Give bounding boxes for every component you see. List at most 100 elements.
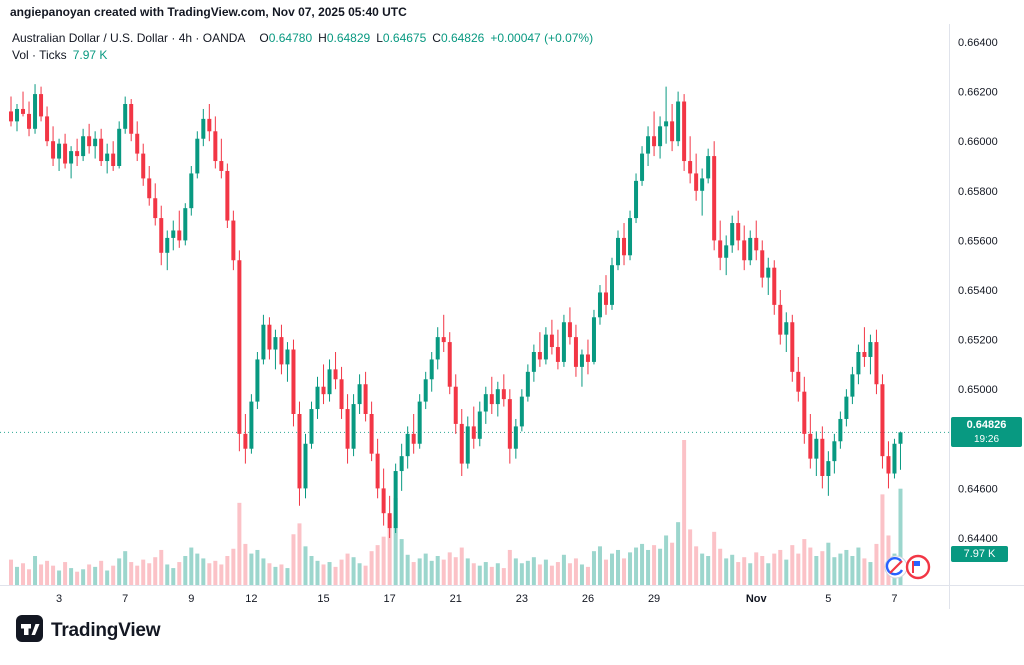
candle-up — [309, 409, 314, 444]
time-tick-label: 9 — [188, 593, 194, 605]
candle-up — [249, 401, 254, 449]
candle-up — [832, 441, 837, 462]
volume-bar — [93, 566, 98, 585]
candle-up — [405, 433, 410, 457]
candle-up — [543, 334, 548, 360]
volume-bar — [640, 543, 645, 585]
candle-down — [886, 456, 891, 474]
volume-bar — [345, 553, 350, 585]
price-tick-label: 0.64400 — [958, 533, 998, 545]
volume-bar — [315, 560, 320, 585]
volume-bar — [39, 564, 44, 585]
candle-up — [303, 443, 308, 489]
candle-down — [345, 409, 350, 449]
volume-bar — [874, 543, 879, 585]
volume-bar — [465, 558, 470, 585]
candle-down — [267, 324, 272, 350]
volume-bar — [591, 551, 596, 585]
candle-up — [429, 359, 434, 380]
candle-up — [531, 352, 536, 372]
candle-up — [189, 173, 194, 209]
candle-up — [69, 151, 74, 164]
volume-bar — [267, 563, 272, 585]
volume-bar — [363, 565, 368, 585]
tradingview-logo-icon[interactable] — [16, 615, 43, 647]
candle-down — [45, 116, 50, 142]
volume-bar — [369, 551, 374, 585]
volume-bar — [189, 547, 194, 585]
candle-up — [898, 432, 903, 444]
volume-bar — [754, 552, 759, 585]
volume-bar — [694, 546, 699, 585]
volume-bar — [616, 549, 621, 585]
volume-bar — [808, 547, 813, 585]
candle-down — [147, 178, 152, 199]
candle-up — [706, 156, 711, 179]
volume-bar — [237, 502, 242, 585]
last-price-badge[interactable]: 0.64826 19:26 — [951, 417, 1022, 448]
tradingview-wordmark[interactable]: TradingView — [51, 620, 161, 641]
volume-axis-badge: 7.97 K — [951, 546, 1008, 562]
volume-bar — [387, 517, 392, 585]
candle-down — [339, 379, 344, 410]
chart-legend: Australian Dollar / U.S. Dollar · 4h · O… — [12, 30, 593, 64]
legend-symbol-row: Australian Dollar / U.S. Dollar · 4h · O… — [12, 30, 593, 47]
candle-down — [459, 423, 464, 464]
volume-bar — [742, 557, 747, 585]
volume-bar — [688, 529, 693, 585]
candle-up — [423, 379, 428, 402]
volume-bar — [628, 552, 633, 585]
candle-down — [363, 384, 368, 414]
time-tick-label: 3 — [56, 593, 62, 605]
candle-up — [123, 104, 128, 129]
volume-bar — [519, 563, 524, 585]
candle-up — [81, 136, 86, 157]
volume-bar — [766, 563, 771, 585]
candle-down — [441, 337, 446, 343]
volume-bar — [111, 565, 116, 585]
volume-bar — [321, 564, 326, 585]
volume-bar — [33, 556, 38, 585]
candle-down — [778, 304, 783, 335]
candle-down — [237, 260, 242, 434]
volume-bar — [63, 562, 68, 585]
candle-down — [874, 342, 879, 385]
volume-bar — [706, 556, 711, 585]
volume-bar — [135, 565, 140, 585]
candle-up — [664, 121, 669, 127]
price-tick-label: 0.65600 — [958, 235, 998, 247]
candle-down — [760, 250, 765, 278]
candle-down — [39, 94, 44, 117]
candle-down — [297, 414, 302, 489]
volume-bar — [537, 564, 542, 585]
volume-bar — [459, 547, 464, 585]
candle-down — [333, 369, 338, 380]
volume-bar — [489, 566, 494, 585]
candle-up — [117, 128, 122, 166]
volume-bar — [165, 564, 170, 585]
volume-bar — [453, 557, 458, 585]
volume-bar — [736, 562, 741, 585]
volume-bar — [51, 565, 56, 585]
volume-bar — [129, 562, 134, 585]
volume-bar — [712, 531, 717, 585]
candle-up — [628, 218, 633, 256]
candle-down — [796, 371, 801, 392]
volume-bar — [802, 539, 807, 585]
candle-down — [549, 334, 554, 348]
last-price-value: 0.64826 — [966, 419, 1007, 432]
volume-bar — [718, 548, 723, 585]
candle-up — [892, 443, 897, 474]
volume-bar — [483, 562, 488, 585]
volume-bar — [573, 558, 578, 585]
candle-down — [537, 352, 542, 360]
volume-bar — [117, 558, 122, 585]
candle-down — [387, 513, 392, 529]
candlestick-chart[interactable]: 0.66400 0.66200 0.66000 0.65800 0.65600 0.654… — [0, 24, 1024, 609]
volume-bar — [435, 556, 440, 585]
candle-up — [273, 337, 278, 350]
candle-down — [153, 198, 158, 219]
volume-bar — [261, 558, 266, 585]
time-tick-label: 21 — [450, 593, 462, 605]
candle-up — [868, 342, 873, 357]
